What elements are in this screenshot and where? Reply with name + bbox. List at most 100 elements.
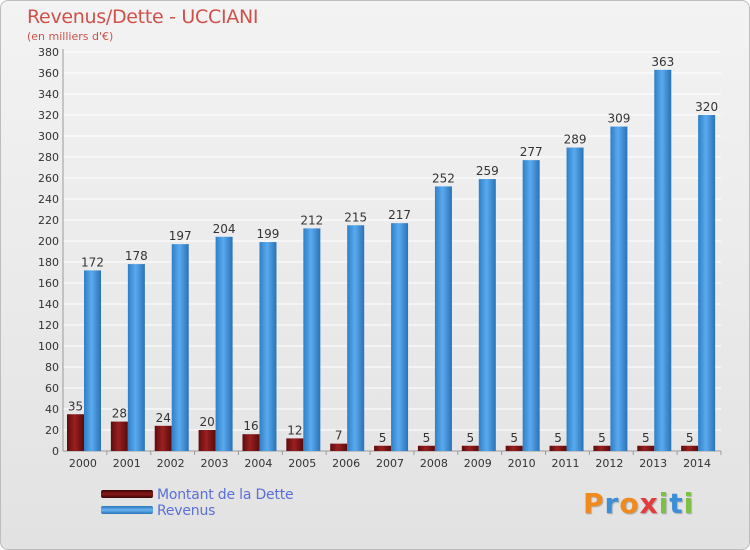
y-tick-label: 80 bbox=[45, 361, 59, 374]
data-label-revenus: 215 bbox=[344, 210, 367, 224]
data-label-revenus: 197 bbox=[169, 229, 192, 243]
bar-revenus bbox=[654, 69, 672, 451]
bar-dette bbox=[330, 443, 348, 451]
y-tick-label: 100 bbox=[38, 340, 59, 353]
x-tick-label: 2005 bbox=[288, 457, 316, 470]
y-tick-label: 140 bbox=[38, 298, 59, 311]
y-tick-label: 380 bbox=[38, 46, 59, 59]
data-label-dette: 5 bbox=[642, 431, 650, 445]
x-tick-label: 2014 bbox=[683, 457, 711, 470]
data-label-revenus: 252 bbox=[432, 171, 455, 185]
data-label-dette: 24 bbox=[156, 411, 171, 425]
bar-revenus bbox=[522, 160, 540, 451]
data-label-revenus: 309 bbox=[607, 112, 630, 126]
data-label-dette: 12 bbox=[287, 423, 302, 437]
y-tick-label: 340 bbox=[38, 88, 59, 101]
bar-dette bbox=[505, 445, 523, 451]
bar-revenus bbox=[478, 179, 496, 452]
legend-swatch-dette bbox=[101, 490, 153, 498]
x-tick-label: 2010 bbox=[508, 457, 536, 470]
x-tick-label: 2012 bbox=[595, 457, 623, 470]
data-label-revenus: 178 bbox=[125, 249, 148, 263]
y-tick-label: 160 bbox=[38, 277, 59, 290]
data-label-revenus: 212 bbox=[300, 213, 323, 227]
x-tick-label: 2000 bbox=[69, 457, 97, 470]
data-label-dette: 7 bbox=[335, 429, 343, 443]
x-tick-label: 2004 bbox=[244, 457, 272, 470]
data-label-revenus: 217 bbox=[388, 208, 411, 222]
data-label-dette: 5 bbox=[423, 431, 431, 445]
bar-revenus bbox=[434, 186, 452, 451]
x-tick-label: 2013 bbox=[639, 457, 667, 470]
bar-revenus bbox=[391, 223, 409, 451]
bar-dette bbox=[286, 438, 304, 451]
chart-subtitle: (en milliers d'€) bbox=[27, 30, 114, 43]
data-label-dette: 28 bbox=[112, 407, 127, 421]
y-tick-label: 260 bbox=[38, 172, 59, 185]
data-label-revenus: 363 bbox=[651, 55, 674, 69]
bar-dette bbox=[67, 414, 84, 451]
bar-revenus bbox=[127, 264, 145, 451]
y-tick-label: 280 bbox=[38, 151, 59, 164]
y-tick-label: 180 bbox=[38, 256, 59, 269]
bar-revenus bbox=[259, 242, 277, 451]
y-tick-label: 360 bbox=[38, 67, 59, 80]
data-label-dette: 5 bbox=[466, 431, 474, 445]
data-label-dette: 5 bbox=[554, 431, 562, 445]
data-label-dette: 5 bbox=[510, 431, 518, 445]
x-tick-label: 2003 bbox=[201, 457, 229, 470]
data-label-dette: 5 bbox=[686, 431, 694, 445]
bar-dette bbox=[242, 434, 260, 451]
bar-dette bbox=[681, 445, 699, 451]
bar-dette bbox=[417, 445, 435, 451]
data-label-revenus: 277 bbox=[520, 145, 543, 159]
proxiti-logo: Proxiti bbox=[583, 487, 695, 520]
bar-revenus bbox=[171, 244, 189, 451]
legend-swatch-revenus bbox=[101, 506, 153, 514]
x-tick-label: 2008 bbox=[420, 457, 448, 470]
bar-revenus bbox=[566, 147, 584, 452]
bar-dette bbox=[593, 445, 611, 451]
bar-dette bbox=[110, 421, 128, 451]
bar-dette bbox=[637, 445, 655, 451]
y-tick-label: 40 bbox=[45, 403, 59, 416]
bar-revenus bbox=[610, 126, 628, 452]
bar-dette bbox=[154, 425, 172, 451]
bar-revenus bbox=[698, 115, 716, 451]
data-label-revenus: 199 bbox=[257, 227, 280, 241]
y-tick-label: 60 bbox=[45, 382, 59, 395]
data-label-dette: 35 bbox=[68, 399, 83, 413]
bar-revenus bbox=[215, 236, 233, 451]
data-label-revenus: 320 bbox=[695, 100, 718, 114]
bar-revenus bbox=[347, 225, 365, 451]
x-tick-label: 2006 bbox=[332, 457, 360, 470]
legend-label-revenus: Revenus bbox=[157, 503, 216, 519]
data-label-revenus: 259 bbox=[476, 164, 499, 178]
y-tick-label: 20 bbox=[45, 424, 59, 437]
y-tick-label: 0 bbox=[52, 445, 59, 458]
x-tick-label: 2009 bbox=[464, 457, 492, 470]
legend-label-dette: Montant de la Dette bbox=[157, 487, 294, 503]
bar-dette bbox=[198, 430, 216, 451]
data-label-dette: 5 bbox=[598, 431, 606, 445]
data-label-revenus: 172 bbox=[81, 255, 104, 269]
bar-dette bbox=[374, 445, 392, 451]
chart-title: Revenus/Dette - UCCIANI bbox=[27, 6, 259, 28]
y-tick-label: 220 bbox=[38, 214, 59, 227]
y-tick-label: 120 bbox=[38, 319, 59, 332]
data-label-revenus: 289 bbox=[564, 133, 587, 147]
data-label-dette: 20 bbox=[199, 415, 214, 429]
data-label-dette: 16 bbox=[243, 419, 258, 433]
y-tick-label: 320 bbox=[38, 109, 59, 122]
bar-revenus bbox=[84, 270, 101, 451]
y-tick-label: 300 bbox=[38, 130, 59, 143]
y-tick-label: 240 bbox=[38, 193, 59, 206]
bar-dette bbox=[549, 445, 567, 451]
data-label-dette: 5 bbox=[379, 431, 387, 445]
bar-revenus bbox=[303, 228, 321, 451]
x-tick-label: 2002 bbox=[157, 457, 185, 470]
data-label-revenus: 204 bbox=[213, 222, 236, 236]
x-tick-label: 2007 bbox=[376, 457, 404, 470]
